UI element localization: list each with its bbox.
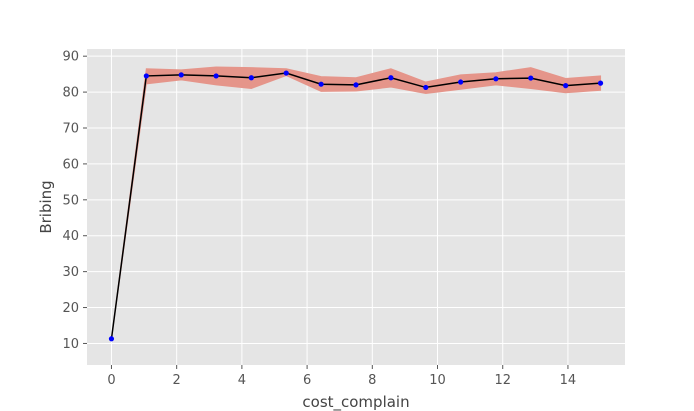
y-tick-label: 20 <box>62 301 79 316</box>
data-point <box>143 73 149 79</box>
x-tick-label: 14 <box>560 373 577 388</box>
y-tick-label: 80 <box>62 86 79 101</box>
y-tick-label: 90 <box>62 50 79 65</box>
markers <box>108 70 604 342</box>
data-point <box>353 82 359 88</box>
x-tick-label: 0 <box>107 373 115 388</box>
plot-background <box>87 49 625 365</box>
y-tick-label: 50 <box>62 193 79 208</box>
data-point <box>458 79 464 85</box>
x-axis-label: cost_complain <box>302 393 409 411</box>
grid <box>87 49 625 365</box>
x-tick-label: 10 <box>429 373 446 388</box>
y-tick-label: 30 <box>62 265 79 280</box>
x-axis-ticks: 0 2 4 6 8 10 12 14 <box>107 365 576 388</box>
data-point <box>597 80 604 86</box>
data-point <box>388 75 394 81</box>
x-tick-label: 2 <box>173 373 181 388</box>
x-tick-label: 8 <box>368 373 376 388</box>
data-point <box>318 81 324 87</box>
data-point <box>283 70 289 76</box>
x-tick-label: 12 <box>494 373 511 388</box>
x-tick-label: 6 <box>303 373 311 388</box>
x-tick-label: 4 <box>238 373 246 388</box>
data-point <box>493 76 499 82</box>
y-tick-label: 40 <box>62 229 79 244</box>
y-axis-ticks: 10 20 30 40 50 60 70 80 90 <box>62 50 87 352</box>
data-point <box>213 73 219 79</box>
data-point <box>423 84 429 91</box>
data-point <box>528 75 534 81</box>
y-tick-label: 10 <box>62 337 79 352</box>
y-axis-label: Bribing <box>37 180 55 233</box>
data-point <box>108 336 115 342</box>
y-tick-label: 60 <box>62 157 79 172</box>
data-point <box>563 83 569 89</box>
y-tick-label: 70 <box>62 122 79 137</box>
data-point <box>248 75 254 81</box>
data-point <box>178 72 184 78</box>
